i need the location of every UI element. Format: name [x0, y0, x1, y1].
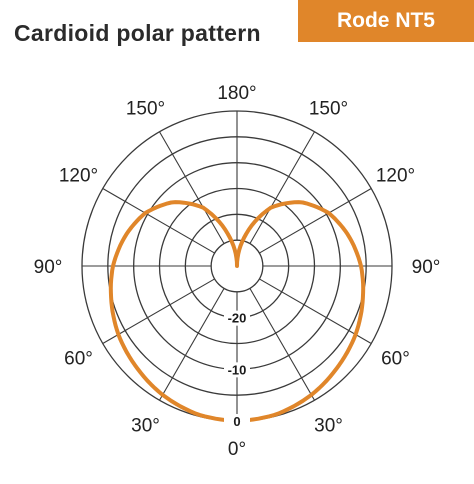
db-label-backdrop: [224, 362, 250, 378]
angle-label-60-right: 60°: [381, 349, 410, 370]
angle-label-60-left: 60°: [64, 349, 93, 370]
grid-spoke: [259, 278, 372, 344]
angle-label-120-right: 120°: [376, 166, 415, 187]
grid-spoke: [159, 288, 225, 401]
grid-spoke: [159, 131, 225, 244]
grid-spoke: [249, 131, 315, 244]
angle-label-30-left: 30°: [131, 415, 160, 436]
db-label: -20: [228, 311, 247, 326]
db-labels: 0 -10 -20: [224, 310, 250, 429]
angle-label-150-left: 150°: [126, 99, 165, 120]
angle-label-150-right: 150°: [309, 99, 348, 120]
db-label-backdrop: [224, 414, 250, 429]
angle-label-120-left: 120°: [59, 166, 98, 187]
grid-spoke: [259, 188, 372, 254]
angle-label-0-bottom: 0°: [228, 439, 246, 460]
angle-label-90-left: 90°: [34, 257, 63, 278]
db-label-backdrop: [224, 310, 250, 326]
db-label: 0: [233, 414, 240, 429]
angle-label-90-right: 90°: [412, 257, 441, 278]
cardioid-pattern-curve: [108, 200, 366, 423]
angle-label-180-top: 180°: [217, 83, 256, 104]
grid-spoke: [102, 278, 215, 344]
polar-grid: [81, 110, 393, 422]
microphone-model-badge: Rode NT5: [298, 0, 474, 42]
pattern-layer: [108, 200, 366, 423]
db-label: -10: [228, 362, 247, 377]
grid-spoke: [249, 288, 315, 401]
angle-label-30-right: 30°: [314, 415, 343, 436]
chart-title: Cardioid polar pattern: [14, 20, 261, 46]
grid-spoke: [102, 188, 215, 254]
angle-labels: 180° 150° 150° 120° 120° 90° 90° 60° 60° 30° 30° 0°: [34, 83, 441, 460]
